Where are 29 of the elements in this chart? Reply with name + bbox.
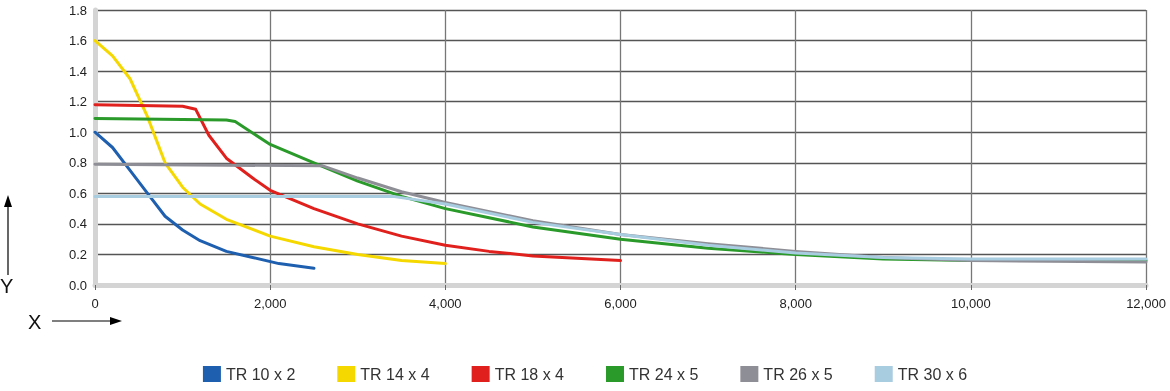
legend-label: TR 30 x 6	[897, 365, 968, 383]
y-tick-label: 1.2	[68, 94, 87, 110]
x-tick-label: 2,000	[253, 296, 287, 311]
y-tick-label: 1.6	[68, 33, 87, 49]
y-axis-title: Y	[0, 275, 14, 297]
y-tick-label: 1.0	[68, 124, 87, 140]
legend-label: TR 18 x 4	[494, 365, 565, 383]
x-tick-label: 12,000	[1126, 296, 1166, 311]
y-tick-label: 1.8	[68, 2, 87, 18]
line-series	[93, 194, 1148, 261]
line-series	[93, 39, 447, 266]
y-tick-label: 0.0	[68, 277, 87, 293]
y-tick-label: 0.4	[68, 216, 87, 232]
y-tick-label: 0.2	[68, 246, 87, 262]
x-axis-title: X	[28, 311, 42, 333]
line-series	[93, 130, 316, 270]
x-tick-label: 6,000	[604, 296, 637, 311]
y-tick-label: 0.6	[68, 185, 87, 201]
line-series	[93, 103, 622, 263]
legend-label: TR 14 x 4	[360, 365, 430, 383]
y-tick-label: 1.4	[68, 63, 87, 79]
x-tick-label: 4,000	[429, 296, 462, 311]
x-tick-label: 0	[91, 296, 99, 311]
x-tick-label: 8,000	[779, 296, 812, 311]
x-tick-label: 10,000	[950, 296, 991, 311]
y-tick-label: 0.8	[68, 155, 87, 171]
legend-label: TR 26 x 5	[763, 365, 833, 383]
legend-label: TR 24 x 5	[629, 365, 699, 383]
legend-label: TR 10 x 2	[225, 365, 296, 383]
